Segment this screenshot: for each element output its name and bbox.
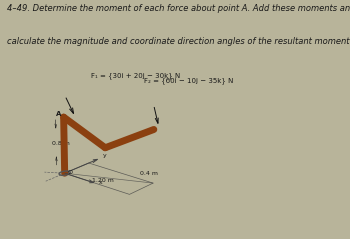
Text: 4–49. Determine the moment of each force about point A. Add these moments and: 4–49. Determine the moment of each force… [7, 4, 350, 13]
Text: F₁ = {30i + 20j − 30k} N: F₁ = {30i + 20j − 30k} N [91, 72, 180, 79]
Text: F₂ = {60i − 10j − 35k} N: F₂ = {60i − 10j − 35k} N [144, 77, 233, 84]
Text: calculate the magnitude and coordinate direction angles of the resultant moment.: calculate the magnitude and coordinate d… [7, 37, 350, 46]
